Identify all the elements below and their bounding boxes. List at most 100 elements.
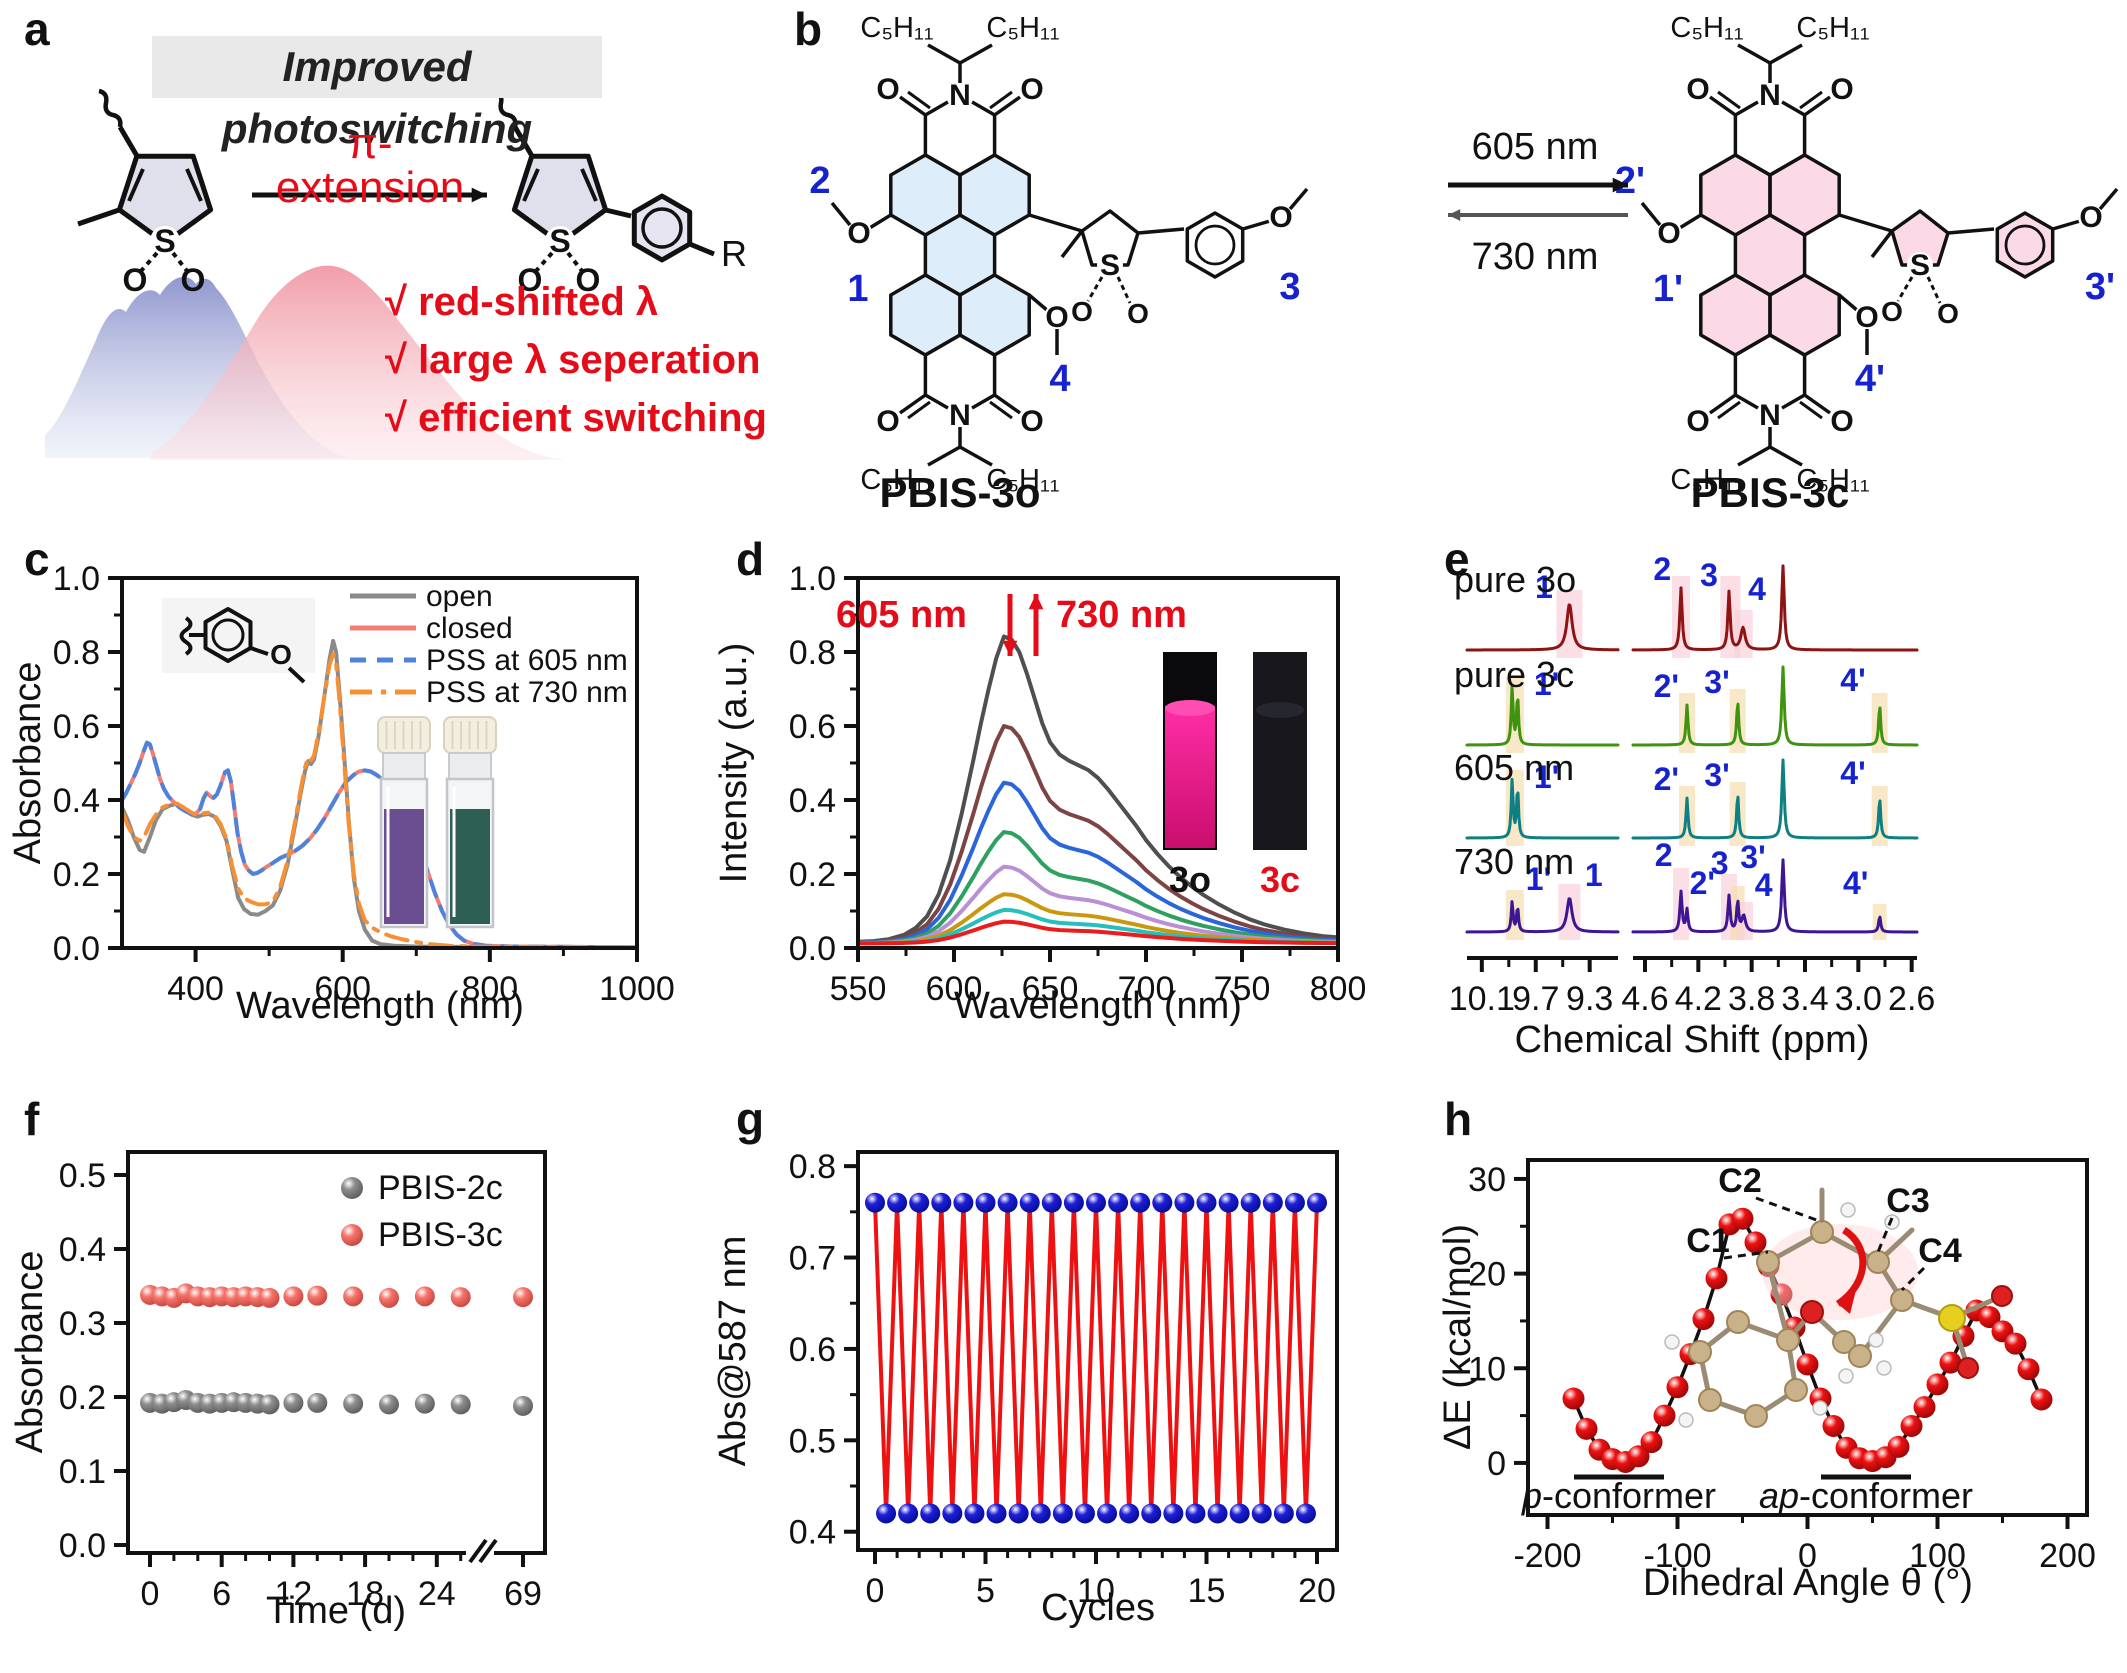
svg-text:0: 0: [866, 1572, 885, 1610]
svg-text:Chemical Shift (ppm): Chemical Shift (ppm): [1515, 1019, 1870, 1061]
svg-text:0: 0: [1798, 1537, 1817, 1575]
svg-text:3.4: 3.4: [1781, 980, 1828, 1018]
svg-text:O: O: [1071, 296, 1093, 327]
svg-text:Abs@587 nm: Abs@587 nm: [712, 1236, 754, 1467]
panel-d: 550 600 650 700 750 800 0.0 0.2 0.4 0.6 0.8 1.0 Inte…: [700, 530, 1440, 1090]
svg-text:0.8: 0.8: [53, 634, 100, 672]
svg-text:O: O: [1127, 298, 1149, 329]
svg-text:PSS at 605 nm: PSS at 605 nm: [426, 644, 628, 677]
svg-text:C3: C3: [1886, 1182, 1929, 1220]
svg-text:0.4: 0.4: [59, 1231, 106, 1269]
svg-text:12: 12: [274, 1575, 312, 1613]
panel-letter-a: a: [24, 3, 50, 55]
svg-text:2': 2': [1615, 160, 1645, 202]
panel-g-canvas: 0 5 10 15 20 0.4 0.5 0.6 0.7 0.8 Abs@587 nm Cycles: [712, 1148, 1339, 1629]
svg-text:O: O: [1657, 217, 1680, 250]
svg-text:Absorbance: Absorbance: [7, 662, 49, 865]
svg-text:20: 20: [1298, 1572, 1336, 1610]
svg-text:ap-conformer: ap-conformer: [1759, 1475, 1973, 1516]
svg-text:pure 3c: pure 3c: [1454, 654, 1574, 695]
svg-text:4': 4': [1840, 662, 1865, 698]
svg-text:PBIS-3c: PBIS-3c: [378, 1216, 503, 1254]
svg-text:600: 600: [926, 970, 983, 1008]
panel-f-canvas: 0 6 12 18 24 69 0.0 0.1 0.2 0.3 0.4 0.5 PBIS-2c PBIS-…: [9, 1150, 547, 1632]
svg-text:O: O: [1686, 405, 1709, 438]
svg-text:O: O: [1045, 301, 1068, 334]
svg-text:700: 700: [1118, 970, 1175, 1008]
svg-text:800: 800: [461, 970, 518, 1008]
svg-text:0.4: 0.4: [53, 782, 100, 820]
svg-text:C₅H₁₁: C₅H₁₁: [1670, 464, 1743, 496]
panel-letter-c: c: [24, 533, 50, 585]
svg-text:PSS at 730 nm: PSS at 730 nm: [426, 676, 628, 709]
svg-text:O: O: [1020, 73, 1043, 106]
svg-text:3': 3': [1704, 664, 1729, 700]
svg-text:closed: closed: [426, 612, 513, 645]
svg-text:4: 4: [1049, 358, 1070, 400]
svg-text:Intensity (a.u.): Intensity (a.u.): [713, 643, 755, 884]
svg-text:24: 24: [418, 1575, 456, 1613]
svg-text:1: 1: [1585, 857, 1603, 893]
svg-text:1: 1: [1535, 569, 1553, 605]
svg-text:3: 3: [1711, 845, 1729, 881]
svg-text:0.0: 0.0: [59, 1527, 106, 1565]
cuvette-3c-label: 3c: [1259, 859, 1301, 900]
svg-text:605 nm: 605 nm: [1454, 747, 1574, 788]
svg-text:O: O: [1686, 73, 1709, 106]
svg-text:2.6: 2.6: [1888, 980, 1935, 1018]
svg-text:200: 200: [2039, 1537, 2096, 1575]
svg-text:S: S: [549, 223, 570, 259]
panel-letter-b: b: [794, 3, 823, 55]
svg-text:-200: -200: [1513, 1537, 1581, 1575]
panel-d-canvas: 550 600 650 700 750 800 0.0 0.2 0.4 0.6 0.8 1.0 Inte…: [713, 560, 1367, 1027]
svg-text:3': 3': [2085, 266, 2115, 308]
panel-c-canvas: 400 600 800 1000 0.0 0.2 0.4 0.6 0.8 1.0 Absorbanc…: [7, 560, 675, 1027]
svg-text:O: O: [1937, 298, 1959, 329]
svg-text:Wavelength (nm): Wavelength (nm): [236, 985, 524, 1027]
svg-text:0.5: 0.5: [789, 1422, 836, 1460]
svg-text:800: 800: [1310, 970, 1367, 1008]
svg-text:0.8: 0.8: [789, 1148, 836, 1186]
svg-text:ΔE (kcal/mol): ΔE (kcal/mol): [1440, 1224, 1479, 1450]
svg-text:4: 4: [1755, 867, 1773, 903]
svg-text:C₅H₁₁: C₅H₁₁: [1670, 12, 1743, 44]
svg-text:O: O: [518, 262, 543, 298]
svg-text:1': 1': [1534, 666, 1559, 702]
svg-text:600: 600: [314, 970, 371, 1008]
svg-text:10: 10: [1468, 1350, 1506, 1388]
svg-text:N: N: [949, 399, 971, 432]
svg-text:O: O: [1881, 296, 1903, 327]
svg-text:O: O: [1830, 405, 1853, 438]
svg-text:0.2: 0.2: [59, 1379, 106, 1417]
svg-text:2: 2: [1655, 837, 1673, 873]
svg-text:750: 750: [1214, 970, 1271, 1008]
svg-text:1000: 1000: [599, 970, 675, 1008]
svg-text:O: O: [576, 262, 601, 298]
svg-text:C₅H₁₁: C₅H₁₁: [860, 464, 933, 496]
svg-text:C₅H₁₁: C₅H₁₁: [860, 12, 933, 44]
svg-text:4': 4': [1855, 358, 1885, 400]
svg-text:O: O: [1855, 301, 1878, 334]
svg-text:S: S: [1910, 249, 1930, 282]
svg-text:p-conformer: p-conformer: [1521, 1475, 1716, 1516]
svg-text:O: O: [270, 639, 292, 670]
svg-text:15: 15: [1188, 1572, 1226, 1610]
panel-c: 400 600 800 1000 0.0 0.2 0.4 0.6 0.8 1.0 Absorbanc…: [0, 530, 700, 1090]
svg-text:0.0: 0.0: [53, 930, 100, 968]
svg-text:Time (d): Time (d): [266, 1590, 406, 1632]
svg-text:Dihedral Angle θ (°): Dihedral Angle θ (°): [1643, 1562, 1973, 1604]
svg-text:pure 3o: pure 3o: [1454, 559, 1576, 600]
svg-text:400: 400: [167, 970, 224, 1008]
svg-text:4': 4': [1840, 755, 1865, 791]
svg-text:0.5: 0.5: [59, 1157, 106, 1195]
svg-text:20: 20: [1468, 1256, 1506, 1294]
svg-text:0.4: 0.4: [789, 782, 836, 820]
svg-text:3': 3': [1704, 757, 1729, 793]
svg-text:18: 18: [346, 1575, 384, 1613]
svg-text:O: O: [1020, 405, 1043, 438]
svg-text:O: O: [1830, 73, 1853, 106]
svg-text:3': 3': [1740, 839, 1765, 875]
svg-text:5: 5: [976, 1572, 995, 1610]
svg-text:4': 4': [1843, 865, 1868, 901]
